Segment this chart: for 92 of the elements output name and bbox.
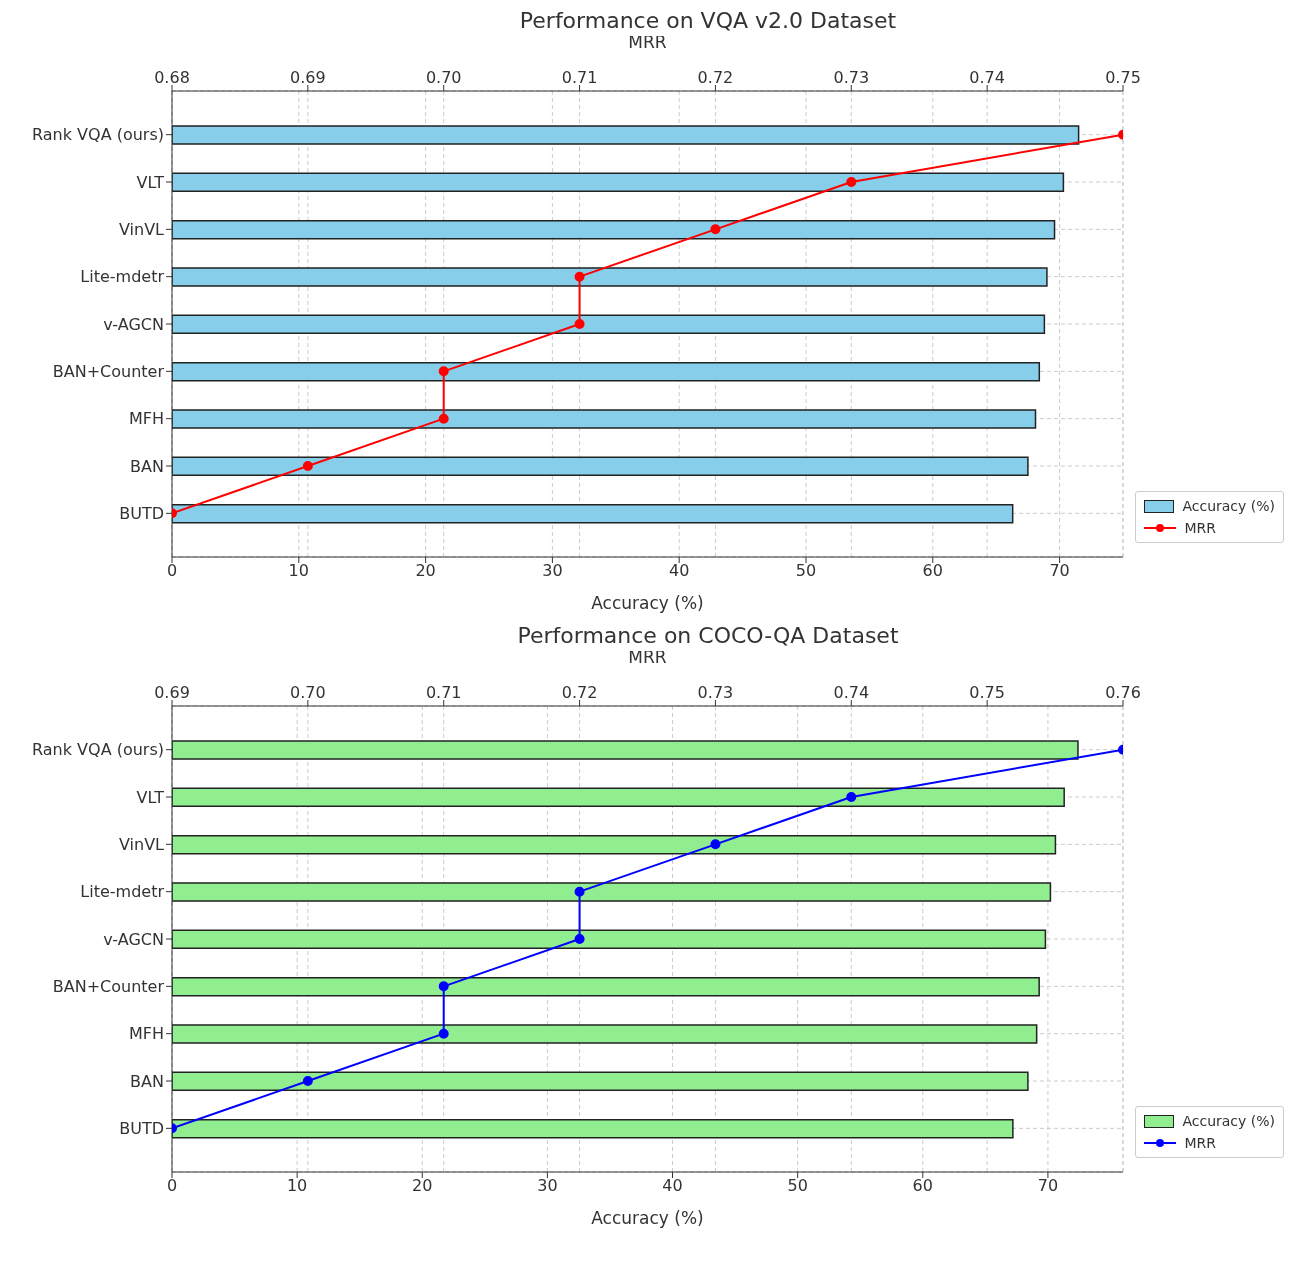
y-tick-label: v-AGCN [103,929,164,949]
bar [172,929,1047,950]
x2-tick-label: 0.71 [425,683,462,702]
x-tick-label: 0 [166,561,178,581]
x-axis-title: Accuracy (%) [591,593,704,613]
point [574,886,585,897]
y-tick-label: MFH [128,1024,164,1044]
bar [172,1118,1014,1139]
bar [172,503,1014,524]
x-tick-label: 0 [166,1176,178,1196]
point [438,413,449,424]
point [574,319,585,329]
x2-tick-label: 0.70 [290,683,326,702]
bar [172,834,1057,855]
bar [172,456,1029,477]
x2-tick-label: 0.75 [969,683,1005,702]
x2-axis-title: MRR [628,32,667,53]
x2-tick-label: 0.71 [561,68,598,87]
x2-tick-label: 0.74 [969,68,1005,87]
point [438,366,449,377]
bar [172,172,1065,193]
bar [172,740,1079,760]
y-tick-label: Lite-mdetr [80,882,165,902]
bar [172,976,1040,997]
x2-tick-label: 0.73 [697,683,734,702]
y-tick-label: VLT [136,787,165,807]
y-tick-label: MFH [128,409,164,429]
point [302,461,313,471]
x2-tick-label: 0.73 [833,68,870,87]
x2-tick-label: 0.76 [1105,683,1141,702]
point [846,177,857,187]
x-tick-label: 20 [412,1176,433,1196]
x-tick-label: 70 [1037,1176,1059,1196]
x2-tick-label: 0.72 [697,68,734,87]
x-tick-label: 60 [922,561,943,581]
legend-label: MRR [1184,520,1216,536]
bar [172,787,1065,808]
bar [172,882,1052,902]
x2-tick-label: 0.75 [1105,68,1141,87]
x-tick-label: 20 [415,561,436,581]
x-tick-label: 30 [542,561,563,581]
y-tick-label: Rank VQA (ours) [32,740,164,760]
chart-title: Performance on VQA v2.0 Dataset [518,8,898,35]
legend-label: Accuracy (%) [1182,1113,1275,1129]
bar [172,125,1080,145]
x-tick-label: 70 [1049,561,1070,581]
y-tick-label: BAN [130,1071,164,1091]
bar [172,219,1056,240]
legend-label: Accuracy (%) [1182,498,1275,514]
x-tick-label: 10 [286,1176,308,1196]
x-tick-label: 60 [912,1176,933,1196]
y-tick-label: BAN [130,456,164,476]
y-tick-label: BUTD [119,1119,164,1139]
x-tick-label: 50 [787,1176,808,1196]
y-tick-label: BUTD [119,504,164,524]
point [846,792,857,802]
x2-tick-label: 0.69 [290,68,326,87]
x-tick-label: 50 [795,561,817,581]
x2-tick-label: 0.74 [833,683,870,702]
point [574,934,585,944]
x2-axis-title: MRR [628,647,667,668]
bar [172,314,1046,335]
x-tick-label: 40 [662,1176,683,1196]
legend-label: MRR [1184,1135,1216,1151]
point [574,271,585,282]
point [438,1028,449,1039]
y-tick-label: VinVL [118,835,165,855]
x2-tick-label: 0.68 [154,68,190,87]
point [438,981,449,992]
bar [172,267,1048,287]
x2-tick-label: 0.70 [425,68,462,87]
x2-tick-label: 0.69 [154,683,190,702]
chart-title: Performance on COCO-QA Dataset [516,623,900,650]
bar [172,1071,1029,1092]
y-tick-label: VinVL [118,220,165,240]
y-tick-label: Rank VQA (ours) [32,125,164,145]
bar [172,361,1041,382]
x-tick-label: 30 [537,1176,558,1196]
y-tick-label: VLT [136,172,165,192]
point [302,1076,313,1086]
point [710,839,721,850]
y-tick-label: Lite-mdetr [80,267,165,287]
point [710,224,721,235]
y-tick-label: v-AGCN [103,314,164,334]
y-tick-label: BAN+Counter [52,362,165,382]
x2-tick-label: 0.72 [561,683,598,702]
x-axis-title: Accuracy (%) [591,1208,704,1228]
x-tick-label: 10 [288,561,309,581]
x-tick-label: 40 [669,561,690,581]
bar [172,409,1037,429]
bar [172,1024,1038,1044]
y-tick-label: BAN+Counter [52,977,165,997]
